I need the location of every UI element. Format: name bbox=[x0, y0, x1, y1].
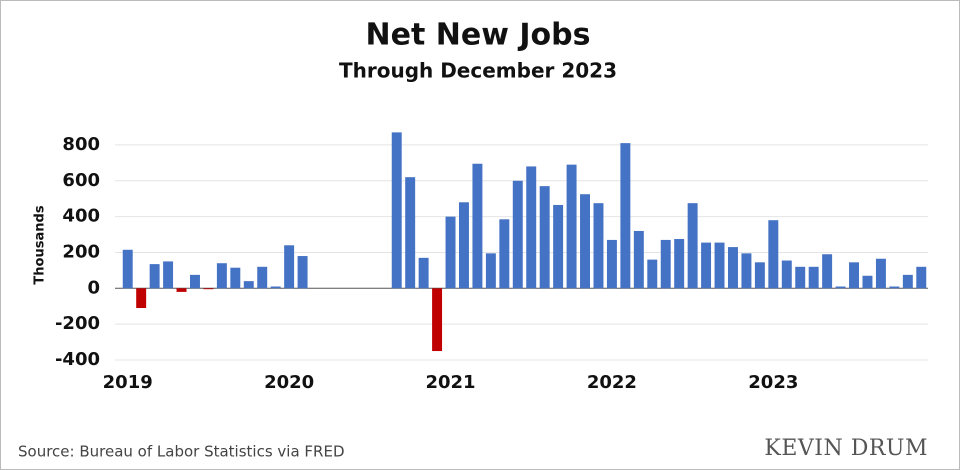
bar bbox=[163, 261, 174, 289]
bar bbox=[230, 267, 241, 289]
bar bbox=[149, 264, 160, 289]
bar bbox=[189, 274, 200, 289]
y-tick-label: 400 bbox=[62, 206, 100, 227]
x-tick-label: 2022 bbox=[587, 372, 637, 393]
bar bbox=[754, 262, 765, 289]
bar bbox=[526, 166, 537, 289]
bar bbox=[647, 259, 658, 289]
bar bbox=[701, 242, 712, 289]
bar bbox=[472, 163, 483, 289]
bar bbox=[418, 257, 429, 289]
bar bbox=[862, 275, 873, 289]
y-tick-label: 200 bbox=[62, 241, 100, 262]
bar bbox=[553, 204, 564, 289]
bar bbox=[902, 274, 913, 289]
bar bbox=[593, 203, 604, 289]
y-tick-label: 600 bbox=[62, 170, 100, 191]
watermark: KEVIN DRUM bbox=[764, 436, 928, 461]
bar bbox=[795, 266, 806, 289]
chart-title: Net New Jobs bbox=[366, 18, 591, 53]
bar bbox=[674, 239, 685, 289]
bar bbox=[485, 253, 496, 289]
bar bbox=[606, 239, 617, 289]
bar bbox=[660, 239, 671, 289]
bar bbox=[499, 219, 510, 289]
bar bbox=[257, 266, 268, 289]
bar bbox=[741, 253, 752, 289]
bar bbox=[432, 288, 443, 352]
y-tick-label: 800 bbox=[62, 134, 100, 155]
bar bbox=[203, 288, 214, 290]
x-tick-label: 2020 bbox=[264, 372, 314, 393]
source-note: Source: Bureau of Labor Statistics via F… bbox=[18, 443, 345, 461]
y-tick-label: 0 bbox=[87, 277, 100, 298]
bar bbox=[781, 260, 792, 289]
bar bbox=[849, 262, 860, 289]
bar bbox=[136, 288, 147, 309]
chart-subtitle: Through December 2023 bbox=[339, 59, 617, 83]
x-tick-label: 2019 bbox=[103, 372, 153, 393]
bar bbox=[768, 220, 779, 289]
bar bbox=[580, 194, 591, 289]
bar bbox=[727, 247, 738, 289]
x-tick-label: 2023 bbox=[748, 372, 798, 393]
y-tick-label: -200 bbox=[55, 313, 100, 334]
bar bbox=[875, 258, 886, 289]
bar bbox=[122, 249, 133, 289]
bar bbox=[176, 288, 187, 292]
bar bbox=[216, 263, 227, 289]
bar bbox=[687, 203, 698, 289]
bar bbox=[445, 216, 456, 289]
bar bbox=[539, 186, 550, 289]
bar bbox=[243, 281, 254, 289]
bar bbox=[297, 256, 308, 289]
bar bbox=[916, 266, 927, 289]
bar bbox=[284, 245, 295, 289]
bar bbox=[633, 230, 644, 289]
x-tick-label: 2021 bbox=[425, 372, 475, 393]
bar bbox=[391, 132, 402, 289]
bar bbox=[714, 242, 725, 289]
bar bbox=[822, 254, 833, 289]
bar bbox=[808, 266, 819, 289]
bar bbox=[270, 286, 281, 289]
bar bbox=[405, 177, 416, 289]
bar bbox=[889, 286, 900, 289]
y-axis-label: Thousands bbox=[33, 205, 48, 284]
bar bbox=[620, 143, 631, 289]
bar bbox=[566, 164, 577, 289]
bar bbox=[512, 180, 523, 289]
bar bbox=[835, 286, 846, 289]
bar bbox=[458, 202, 469, 289]
y-tick-label: -400 bbox=[55, 349, 100, 370]
